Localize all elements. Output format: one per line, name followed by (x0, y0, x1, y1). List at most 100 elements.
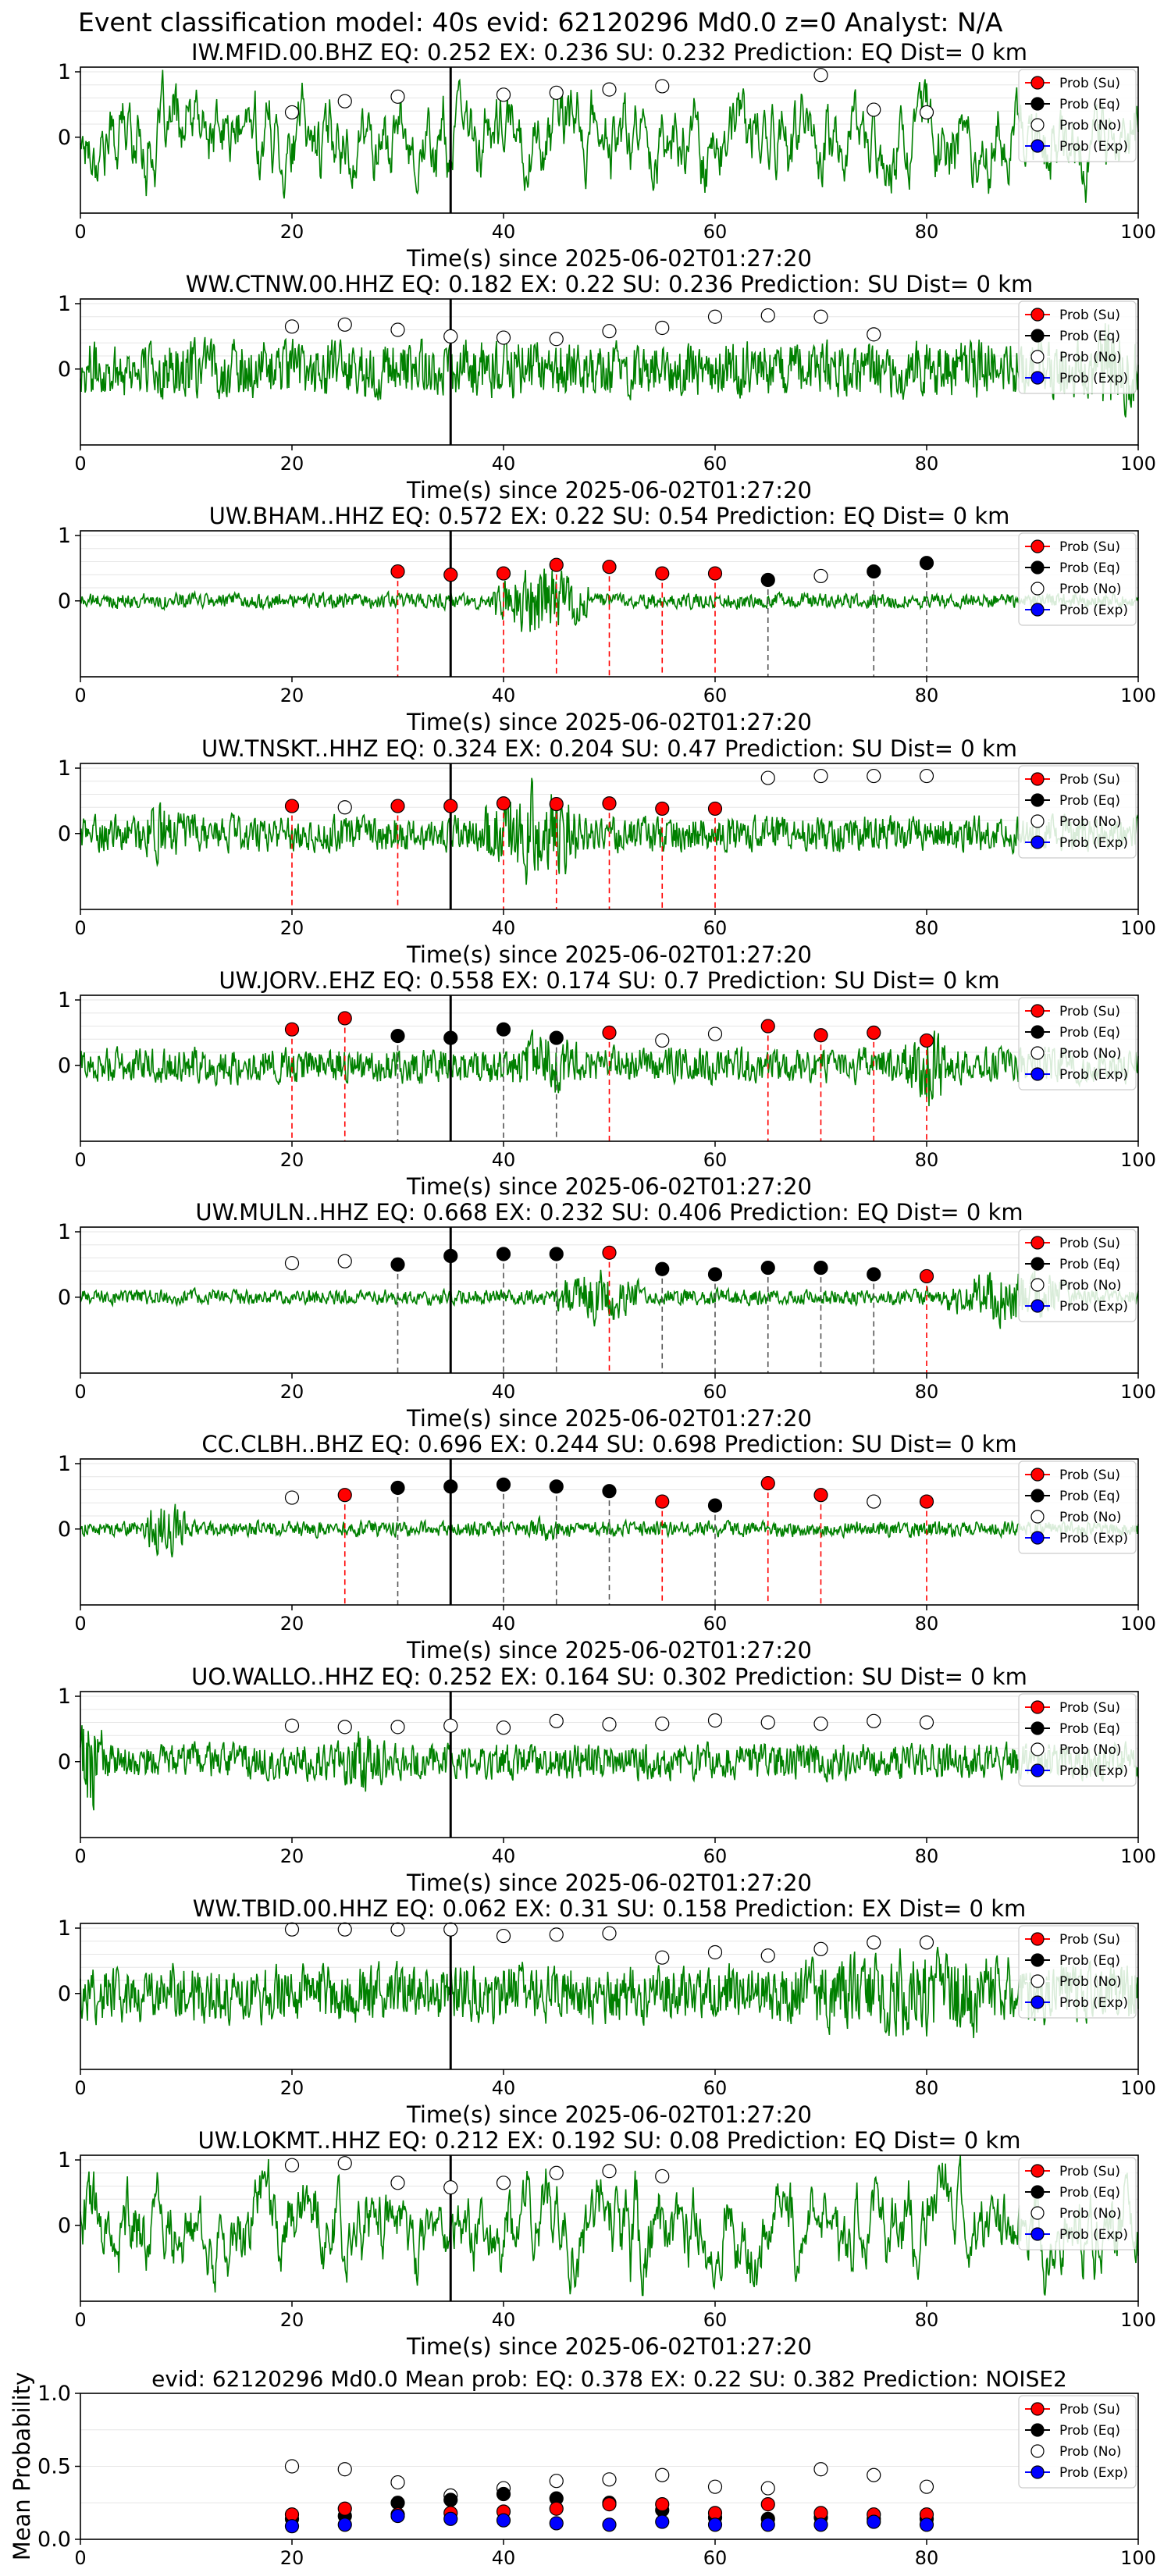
panel-11-point-exp (867, 2514, 881, 2529)
legend-label-exp: Prob (Exp) (1059, 1067, 1128, 1083)
legend-label-no: Prob (No) (1059, 814, 1122, 830)
legend-marker-eq (1030, 2185, 1045, 2199)
panel-2-prob-marker-no (443, 329, 458, 343)
panel-3-xtick-label: 80 (915, 685, 939, 706)
panel-4-xtick-label: 0 (74, 917, 86, 939)
panel-4-prob-marker-su (707, 801, 723, 817)
panel-3-xtick-label: 100 (1120, 685, 1156, 706)
panel-1-xtick-label: 60 (703, 221, 728, 243)
legend-marker-eq (1030, 1025, 1045, 1039)
panel-5-legend-frame (1018, 997, 1137, 1091)
panel-8-prob-marker-no (760, 1715, 775, 1730)
panel-2-xtick-label: 40 (492, 453, 516, 475)
legend-label-no: Prob (No) (1059, 2444, 1122, 2460)
panel-7-prob-marker-su (813, 1488, 828, 1503)
panel-11-point-exp (707, 2517, 723, 2532)
panel-1-prob-marker-no (655, 79, 670, 94)
panel-11-xtick-label: 60 (703, 2547, 728, 2569)
panel-8-prob-marker-no (284, 1718, 300, 1733)
legend-label-no: Prob (No) (1059, 1046, 1122, 1062)
panel-10-xtick-label: 20 (280, 2309, 304, 2331)
legend-label-eq: Prob (Eq) (1059, 329, 1120, 344)
legend-marker-eq (1030, 793, 1045, 807)
panel-5-waveform (80, 1029, 1139, 1107)
panel-9-xtick-label: 100 (1120, 2077, 1156, 2099)
panel-6-prob-marker-eq (760, 1260, 775, 1276)
panel-5-prob-marker-su (867, 1025, 881, 1040)
legend-marker-exp (1030, 835, 1045, 849)
panel-8-title: UO.WALLO..HHZ EQ: 0.252 EX: 0.164 SU: 0.… (191, 1663, 1027, 1690)
panel-2-xtick-label: 60 (703, 453, 728, 475)
panel-7-prob-marker-no (867, 1494, 881, 1509)
panel-4-prob-marker-su (443, 799, 458, 813)
panel-5-prob-marker-eq (443, 1030, 458, 1045)
panel-6-axes-frame (80, 1226, 1139, 1374)
panel-2-prob-marker-no (655, 320, 670, 336)
panel-9-prob-marker-no (919, 1935, 934, 1950)
panel-5-prob-marker-su (760, 1019, 775, 1034)
panel-11-point-no (760, 2481, 775, 2496)
legend-label-exp: Prob (Exp) (1059, 835, 1128, 851)
panel-5-ytick-label: 1 (58, 988, 71, 1012)
panel-1-xtick-label: 0 (74, 221, 86, 243)
panel-7-axes-frame (80, 1458, 1139, 1606)
panel-6-ytick-label: 1 (58, 1220, 71, 1244)
legend-marker-su (1030, 2164, 1045, 2178)
panel-11-ytick-label: 1.0 (37, 2382, 71, 2406)
panel-8: UO.WALLO..HHZ EQ: 0.252 EX: 0.164 SU: 0.… (58, 1663, 1156, 1896)
legend-marker-exp (1030, 603, 1045, 617)
legend-marker-no (1030, 350, 1045, 364)
panel-5-xtick-label: 100 (1120, 1149, 1156, 1171)
panel-6-ytick-label: 0 (58, 1286, 71, 1310)
panel-5-prob-marker-su (284, 1022, 300, 1037)
panel-9-prob-marker-no (707, 1944, 723, 1960)
panel-2-prob-marker-no (760, 308, 775, 323)
panel-3-prob-marker-su (549, 557, 564, 572)
panel-11-point-no (867, 2467, 881, 2482)
legend-label-eq: Prob (Eq) (1059, 97, 1120, 112)
panel-10: UW.LOKMT..HHZ EQ: 0.212 EX: 0.192 SU: 0.… (58, 2127, 1156, 2360)
panel-1-axes-frame (80, 66, 1139, 214)
panel-10-axes-frame (80, 2154, 1139, 2302)
panel-7-title: CC.CLBH..BHZ EQ: 0.696 EX: 0.244 SU: 0.6… (201, 1431, 1016, 1457)
panel-1-xtick-label: 20 (280, 221, 304, 243)
panel-6-prob-marker-eq (496, 1247, 511, 1261)
figure-title: Event classification model: 40s evid: 62… (78, 7, 1003, 37)
panel-9-prob-marker-no (496, 1928, 511, 1944)
legend-label-eq: Prob (Eq) (1059, 793, 1120, 809)
panel-9-prob-marker-no (284, 1922, 300, 1937)
panel-11-point-no (337, 2462, 352, 2477)
panel-4-prob-marker-no (919, 768, 934, 784)
legend-label-exp: Prob (Exp) (1059, 1763, 1128, 1779)
panel-2-legend: Prob (Su) Prob (Eq) Prob (No) Prob (Exp) (1018, 301, 1137, 394)
panel-4-ytick-label: 1 (58, 756, 71, 781)
panel-5-prob-marker-no (655, 1033, 670, 1048)
panel-4-prob-marker-no (867, 768, 881, 784)
legend-marker-exp (1030, 1995, 1045, 2009)
panel-5-legend: Prob (Su) Prob (Eq) Prob (No) Prob (Exp) (1018, 997, 1137, 1091)
legend-marker-su (1030, 2402, 1045, 2416)
panel-5: UW.JORV..EHZ EQ: 0.558 EX: 0.174 SU: 0.7… (58, 967, 1156, 1200)
panel-5-xtick-label: 80 (915, 1149, 939, 1171)
panel-5-ytick-label: 0 (58, 1054, 71, 1078)
panel-11-xtick-label: 80 (915, 2547, 939, 2569)
panel-4-prob-marker-su (602, 796, 617, 811)
legend-marker-eq (1030, 97, 1045, 111)
panel-7-prob-marker-su (760, 1476, 775, 1491)
legend-marker-su (1030, 76, 1045, 90)
panel-11-point-eq (496, 2486, 511, 2502)
panel-5-prob-marker-eq (390, 1028, 405, 1044)
legend-label-exp: Prob (Exp) (1059, 2465, 1128, 2481)
panel-2-prob-marker-no (337, 317, 352, 332)
panel-1-waveform (80, 69, 1139, 203)
panel-9-prob-marker-no (867, 1935, 881, 1950)
panel-10-prob-marker-no (602, 2164, 617, 2179)
legend-marker-exp (1030, 1763, 1045, 1777)
panel-11-point-exp (443, 2511, 458, 2526)
panel-11-point-exp (655, 2514, 670, 2529)
panel-10-prob-marker-no (337, 2156, 352, 2171)
panel-11-point-exp (813, 2517, 828, 2532)
panel-9-axes-frame (80, 1923, 1139, 2070)
panel-10-prob-marker-no (496, 2176, 511, 2190)
